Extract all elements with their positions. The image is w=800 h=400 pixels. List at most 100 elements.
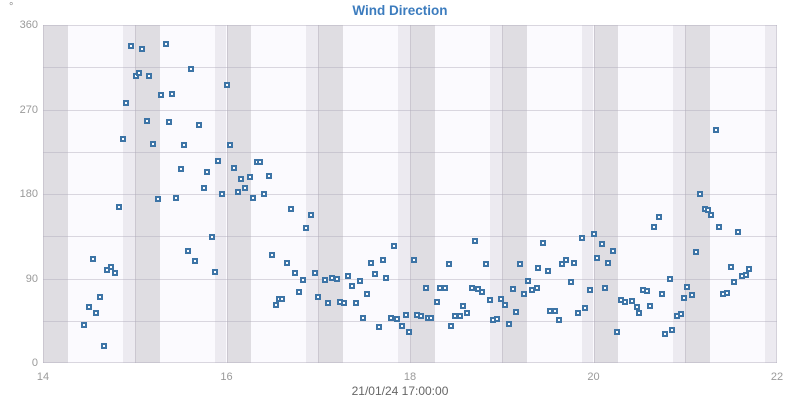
data-point-marker[interactable] — [344, 272, 351, 279]
data-point-marker[interactable] — [230, 164, 237, 171]
data-point-marker[interactable] — [349, 283, 356, 289]
data-point-marker[interactable] — [448, 323, 455, 330]
data-point-marker[interactable] — [195, 122, 202, 129]
data-point-marker[interactable] — [410, 256, 417, 263]
data-point-marker[interactable] — [520, 291, 527, 298]
data-point-marker[interactable] — [562, 256, 569, 263]
data-point-marker[interactable] — [629, 298, 636, 305]
data-point-marker[interactable] — [325, 299, 332, 306]
data-point-marker[interactable] — [582, 304, 589, 311]
data-point-marker[interactable] — [128, 42, 135, 49]
data-point-marker[interactable] — [517, 261, 524, 268]
data-point-marker[interactable] — [303, 224, 310, 231]
data-point-marker[interactable] — [677, 311, 684, 318]
data-point-marker[interactable] — [463, 310, 470, 317]
data-point-marker[interactable] — [154, 195, 161, 202]
data-point-marker[interactable] — [506, 320, 513, 327]
data-point-marker[interactable] — [107, 264, 114, 271]
data-point-marker[interactable] — [497, 296, 504, 303]
data-point-marker[interactable] — [123, 99, 130, 106]
data-point-marker[interactable] — [636, 310, 643, 317]
data-point-marker[interactable] — [85, 303, 92, 310]
data-point-marker[interactable] — [173, 194, 180, 201]
data-point-marker[interactable] — [469, 284, 476, 291]
data-point-marker[interactable] — [387, 314, 394, 321]
data-point-marker[interactable] — [394, 315, 401, 322]
data-point-marker[interactable] — [544, 267, 551, 274]
data-point-marker[interactable] — [456, 313, 463, 320]
data-point-marker[interactable] — [363, 290, 370, 297]
data-point-marker[interactable] — [428, 314, 435, 321]
data-point-marker[interactable] — [494, 315, 501, 322]
data-point-marker[interactable] — [605, 260, 612, 267]
data-point-marker[interactable] — [81, 322, 88, 329]
data-point-marker[interactable] — [684, 283, 691, 290]
data-point-marker[interactable] — [299, 277, 306, 284]
data-point-marker[interactable] — [472, 237, 479, 244]
data-point-marker[interactable] — [716, 223, 723, 230]
data-point-marker[interactable] — [662, 330, 669, 337]
data-point-marker[interactable] — [380, 256, 387, 263]
data-point-marker[interactable] — [669, 327, 676, 334]
data-point-marker[interactable] — [295, 288, 302, 295]
data-point-marker[interactable] — [119, 135, 126, 142]
data-point-marker[interactable] — [357, 278, 364, 285]
data-point-marker[interactable] — [391, 242, 398, 249]
data-point-marker[interactable] — [184, 248, 191, 255]
data-point-marker[interactable] — [696, 191, 703, 197]
data-point-marker[interactable] — [513, 309, 520, 316]
plot-area[interactable] — [43, 25, 777, 363]
data-point-marker[interactable] — [666, 276, 673, 283]
data-point-marker[interactable] — [445, 261, 452, 268]
data-point-marker[interactable] — [116, 204, 123, 211]
data-point-marker[interactable] — [158, 92, 165, 99]
data-point-marker[interactable] — [169, 91, 176, 98]
data-point-marker[interactable] — [540, 239, 547, 246]
data-point-marker[interactable] — [146, 72, 153, 79]
data-point-marker[interactable] — [403, 312, 410, 319]
data-point-marker[interactable] — [633, 303, 640, 310]
data-point-marker[interactable] — [559, 261, 566, 268]
data-point-marker[interactable] — [273, 301, 280, 308]
data-point-marker[interactable] — [321, 277, 328, 284]
data-point-marker[interactable] — [287, 206, 294, 213]
data-point-marker[interactable] — [651, 223, 658, 230]
data-point-marker[interactable] — [594, 254, 601, 261]
data-point-marker[interactable] — [707, 211, 714, 218]
data-point-marker[interactable] — [211, 268, 218, 275]
data-point-marker[interactable] — [460, 302, 467, 309]
data-point-marker[interactable] — [333, 276, 340, 283]
data-point-marker[interactable] — [265, 173, 272, 180]
data-point-marker[interactable] — [372, 270, 379, 277]
data-point-marker[interactable] — [525, 278, 532, 285]
data-point-marker[interactable] — [208, 234, 215, 241]
data-point-marker[interactable] — [100, 343, 107, 350]
data-point-marker[interactable] — [712, 127, 719, 134]
data-point-marker[interactable] — [307, 211, 314, 218]
data-point-marker[interactable] — [279, 296, 286, 303]
data-point-marker[interactable] — [241, 185, 248, 192]
data-point-marker[interactable] — [509, 285, 516, 292]
data-point-marker[interactable] — [730, 279, 737, 286]
data-point-marker[interactable] — [578, 235, 585, 242]
data-point-marker[interactable] — [621, 298, 628, 305]
data-point-marker[interactable] — [204, 169, 211, 176]
data-point-marker[interactable] — [111, 269, 118, 276]
data-point-marker[interactable] — [360, 314, 367, 321]
data-point-marker[interactable] — [261, 191, 268, 197]
data-point-marker[interactable] — [218, 191, 225, 197]
data-point-marker[interactable] — [96, 294, 103, 301]
data-point-marker[interactable] — [422, 284, 429, 291]
data-point-marker[interactable] — [150, 141, 157, 148]
data-point-marker[interactable] — [247, 174, 254, 181]
data-point-marker[interactable] — [433, 298, 440, 305]
data-point-marker[interactable] — [256, 159, 263, 166]
data-point-marker[interactable] — [238, 175, 245, 182]
data-point-marker[interactable] — [609, 248, 616, 255]
data-point-marker[interactable] — [136, 69, 143, 76]
data-point-marker[interactable] — [555, 316, 562, 323]
data-point-marker[interactable] — [162, 40, 169, 47]
data-point-marker[interactable] — [340, 299, 347, 306]
data-point-marker[interactable] — [227, 142, 234, 149]
data-point-marker[interactable] — [486, 297, 493, 304]
